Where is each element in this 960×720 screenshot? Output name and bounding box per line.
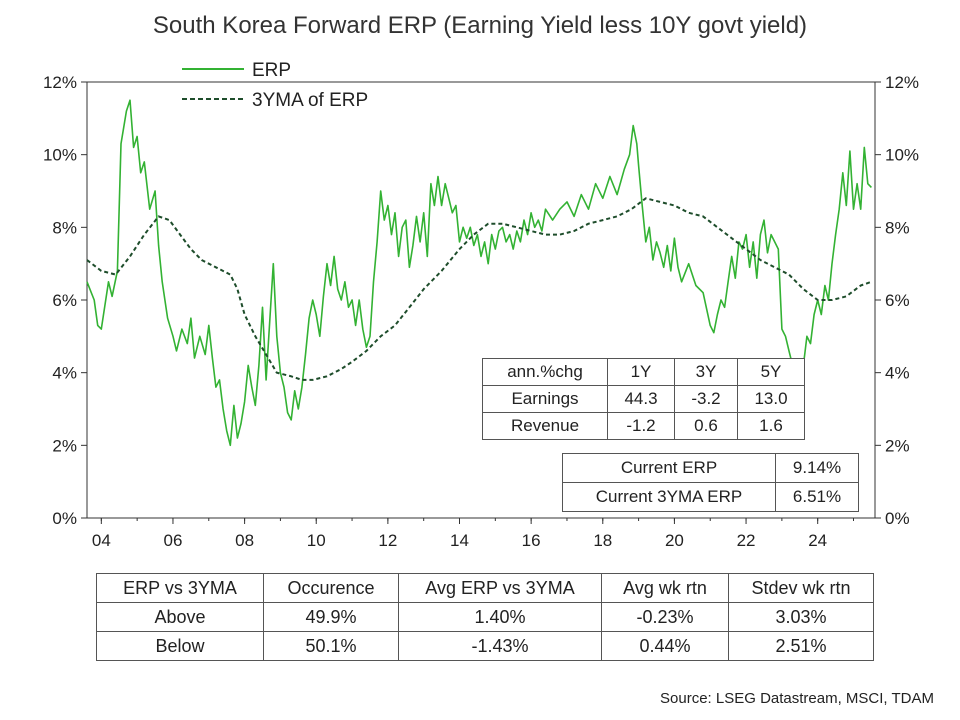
summary-cell: Above	[96, 602, 264, 632]
y-tick-label-left: 0%	[52, 509, 77, 528]
y-tick-label-left: 6%	[52, 291, 77, 310]
y-tick-label-left: 4%	[52, 364, 77, 383]
x-tick-label: 24	[808, 531, 827, 550]
legend: ERP 3YMA of ERP	[182, 60, 368, 111]
summary-cell: 50.1%	[263, 631, 399, 661]
y-tick-label-left: 10%	[43, 146, 77, 165]
summary-cell: 3.03%	[728, 602, 874, 632]
x-tick-label: 04	[92, 531, 111, 550]
current-label: Current ERP	[562, 453, 776, 483]
current-row: Current ERP 9.14%	[562, 453, 859, 483]
summary-cell: 1.40%	[398, 602, 602, 632]
growth-header-cell: 3Y	[674, 358, 738, 386]
erp-3yma-series-line	[86, 197, 872, 381]
growth-row: Revenue -1.2 0.6 1.6	[482, 412, 805, 440]
summary-header-cell: Occurence	[263, 573, 399, 603]
growth-header-cell: 1Y	[607, 358, 675, 386]
x-tick-label: 20	[665, 531, 684, 550]
current-label: Current 3YMA ERP	[562, 482, 776, 512]
summary-row: Below 50.1% -1.43% 0.44% 2.51%	[96, 631, 874, 661]
y-tick-label-left: 8%	[52, 218, 77, 237]
summary-cell: Below	[96, 631, 264, 661]
summary-cell: 49.9%	[263, 602, 399, 632]
y-tick-label-right: 4%	[885, 364, 910, 383]
growth-cell: -1.2	[607, 412, 675, 440]
legend-erp-label: ERP	[252, 60, 291, 81]
y-tick-label-right: 2%	[885, 436, 910, 455]
summary-cell: -1.43%	[398, 631, 602, 661]
growth-cell: 44.3	[607, 385, 675, 413]
growth-header-cell: ann.%chg	[482, 358, 608, 386]
plot-area	[86, 81, 876, 519]
summary-header-cell: Avg wk rtn	[601, 573, 729, 603]
y-tick-label-right: 6%	[885, 291, 910, 310]
y-tick-label-right: 8%	[885, 218, 910, 237]
erp-series-line	[86, 99, 872, 447]
y-tick-label-left: 2%	[52, 436, 77, 455]
y-tick-label-left: 12%	[43, 73, 77, 92]
summary-table: ERP vs 3YMA Occurence Avg ERP vs 3YMA Av…	[96, 573, 874, 661]
summary-cell: -0.23%	[601, 602, 729, 632]
y-tick-label-right: 10%	[885, 146, 919, 165]
current-erp-table: Current ERP 9.14% Current 3YMA ERP 6.51%	[562, 453, 859, 512]
summary-cell: 0.44%	[601, 631, 729, 661]
y-tick-label-right: 0%	[885, 509, 910, 528]
summary-header-cell: ERP vs 3YMA	[96, 573, 264, 603]
growth-cell: 1.6	[737, 412, 805, 440]
growth-header-row: ann.%chg 1Y 3Y 5Y	[482, 358, 805, 386]
growth-cell: -3.2	[674, 385, 738, 413]
source-note: Source: LSEG Datastream, MSCI, TDAM	[660, 690, 934, 707]
x-tick-label: 06	[164, 531, 183, 550]
summary-row: Above 49.9% 1.40% -0.23% 3.03%	[96, 602, 874, 632]
x-tick-label: 12	[378, 531, 397, 550]
current-value: 9.14%	[775, 453, 859, 483]
summary-header-row: ERP vs 3YMA Occurence Avg ERP vs 3YMA Av…	[96, 573, 874, 603]
x-tick-label: 22	[737, 531, 756, 550]
y-tick-label-right: 12%	[885, 73, 919, 92]
growth-header-cell: 5Y	[737, 358, 805, 386]
x-tick-label: 16	[522, 531, 541, 550]
x-tick-label: 10	[307, 531, 326, 550]
legend-3yma-label: 3YMA of ERP	[252, 90, 368, 111]
x-tick-label: 18	[593, 531, 612, 550]
summary-header-cell: Avg ERP vs 3YMA	[398, 573, 602, 603]
summary-header-cell: Stdev wk rtn	[728, 573, 874, 603]
summary-cell: 2.51%	[728, 631, 874, 661]
growth-cell: Revenue	[482, 412, 608, 440]
x-tick-label: 08	[235, 531, 254, 550]
growth-cell: 13.0	[737, 385, 805, 413]
growth-table: ann.%chg 1Y 3Y 5Y Earnings 44.3 -3.2 13.…	[482, 358, 805, 440]
growth-cell: Earnings	[482, 385, 608, 413]
current-row: Current 3YMA ERP 6.51%	[562, 482, 859, 512]
growth-row: Earnings 44.3 -3.2 13.0	[482, 385, 805, 413]
current-value: 6.51%	[775, 482, 859, 512]
chart-title: South Korea Forward ERP (Earning Yield l…	[153, 12, 807, 39]
growth-cell: 0.6	[674, 412, 738, 440]
x-tick-label: 14	[450, 531, 469, 550]
series-layer	[86, 99, 872, 447]
axis-ticks: 0% 0% 2% 2% 4% 4% 6% 6% 8% 8% 10% 10% 12% 12% 04 06 08 10…	[43, 73, 919, 550]
